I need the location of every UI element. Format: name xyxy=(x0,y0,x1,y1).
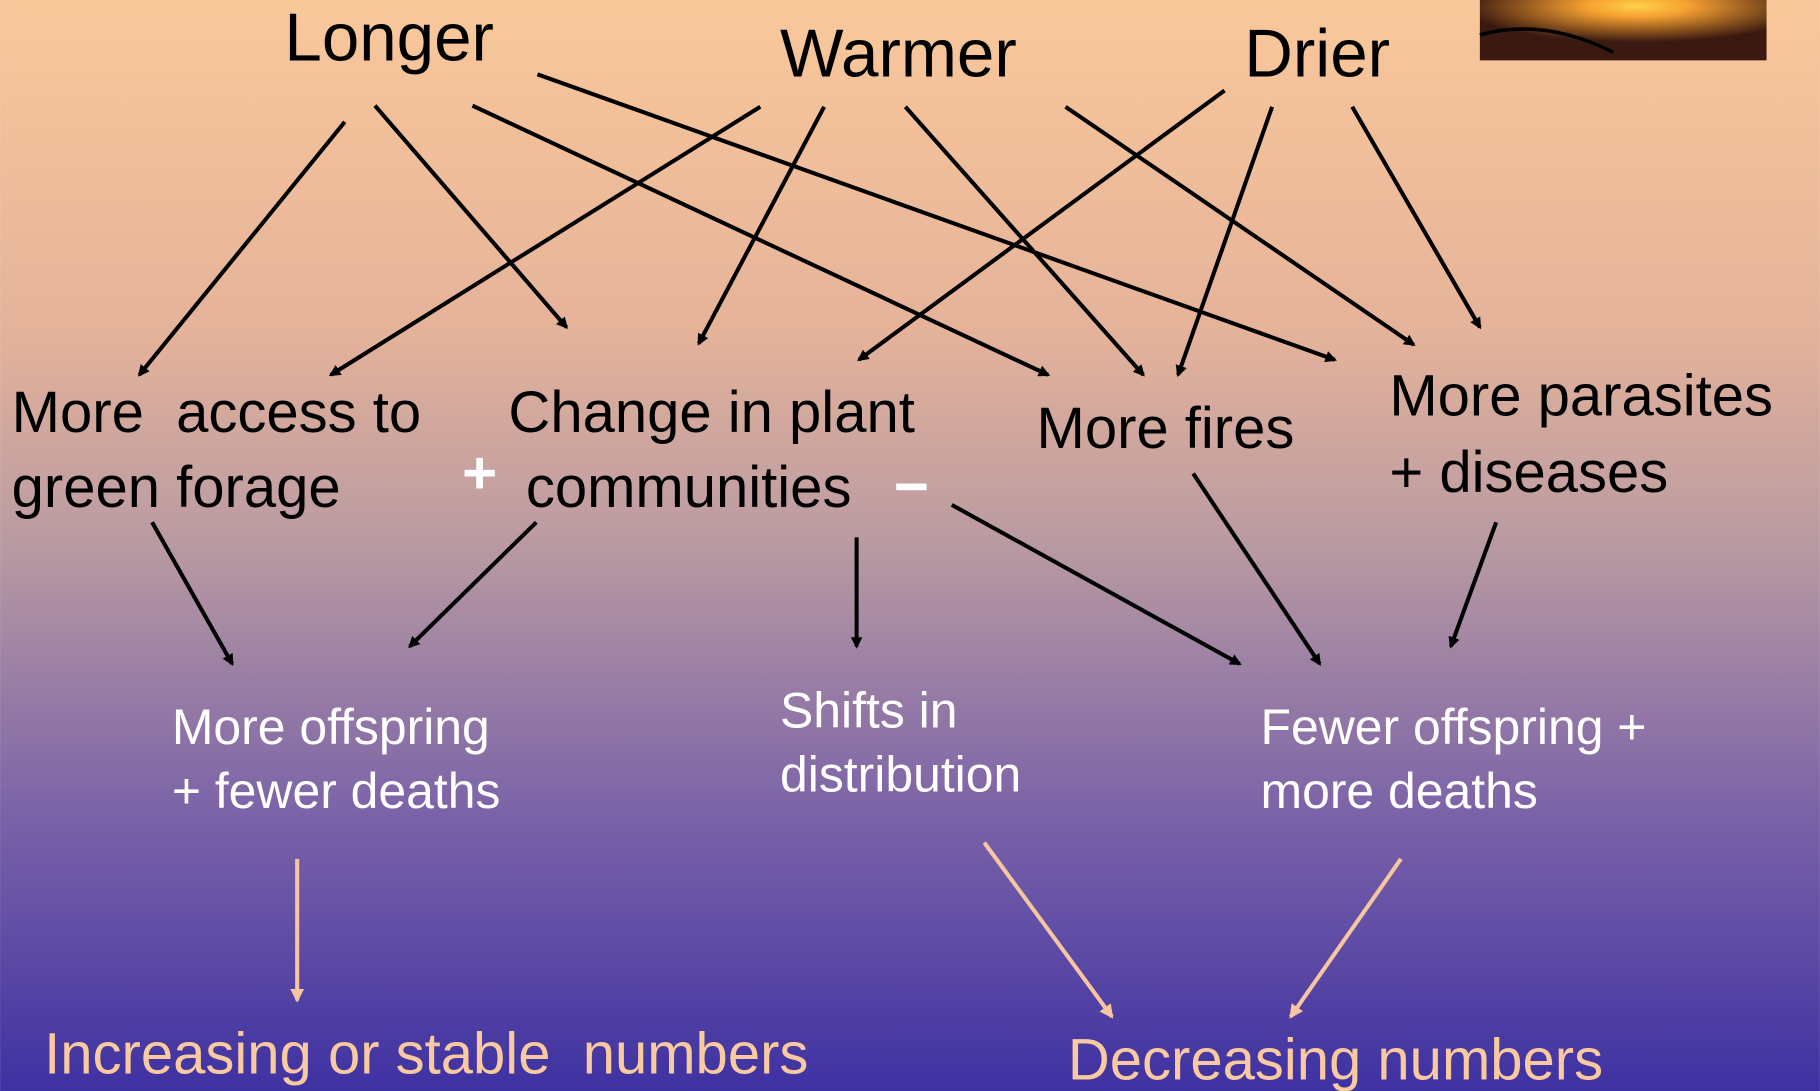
result: Increasing or stable numbers xyxy=(44,1022,808,1087)
outcome: more deaths xyxy=(1261,763,1538,819)
result: Decreasing numbers xyxy=(1068,1027,1603,1091)
effect: More access to xyxy=(12,380,421,445)
page: Longer Warmer Drier More access to green… xyxy=(0,0,1820,1091)
positive-sign: + xyxy=(462,438,497,506)
effect: Change in plant xyxy=(508,380,914,445)
outcome: More offspring xyxy=(172,699,490,755)
effect: More parasites xyxy=(1389,364,1773,429)
effect: green forage xyxy=(12,455,341,520)
outcome: distribution xyxy=(780,747,1021,803)
outcome: + fewer deaths xyxy=(172,763,501,819)
effect: + diseases xyxy=(1389,440,1668,505)
negative-sign: − xyxy=(894,452,929,520)
diagram: Longer Warmer Drier More access to green… xyxy=(0,0,1820,1091)
background xyxy=(0,0,1820,1091)
cause: Drier xyxy=(1244,17,1390,92)
effect: communities xyxy=(526,455,852,520)
cause: Longer xyxy=(284,0,494,75)
outcome: Fewer offspring + xyxy=(1261,699,1647,755)
effect: More fires xyxy=(1037,396,1295,461)
cause: Warmer xyxy=(780,17,1017,92)
outcome: Shifts in xyxy=(780,683,957,739)
